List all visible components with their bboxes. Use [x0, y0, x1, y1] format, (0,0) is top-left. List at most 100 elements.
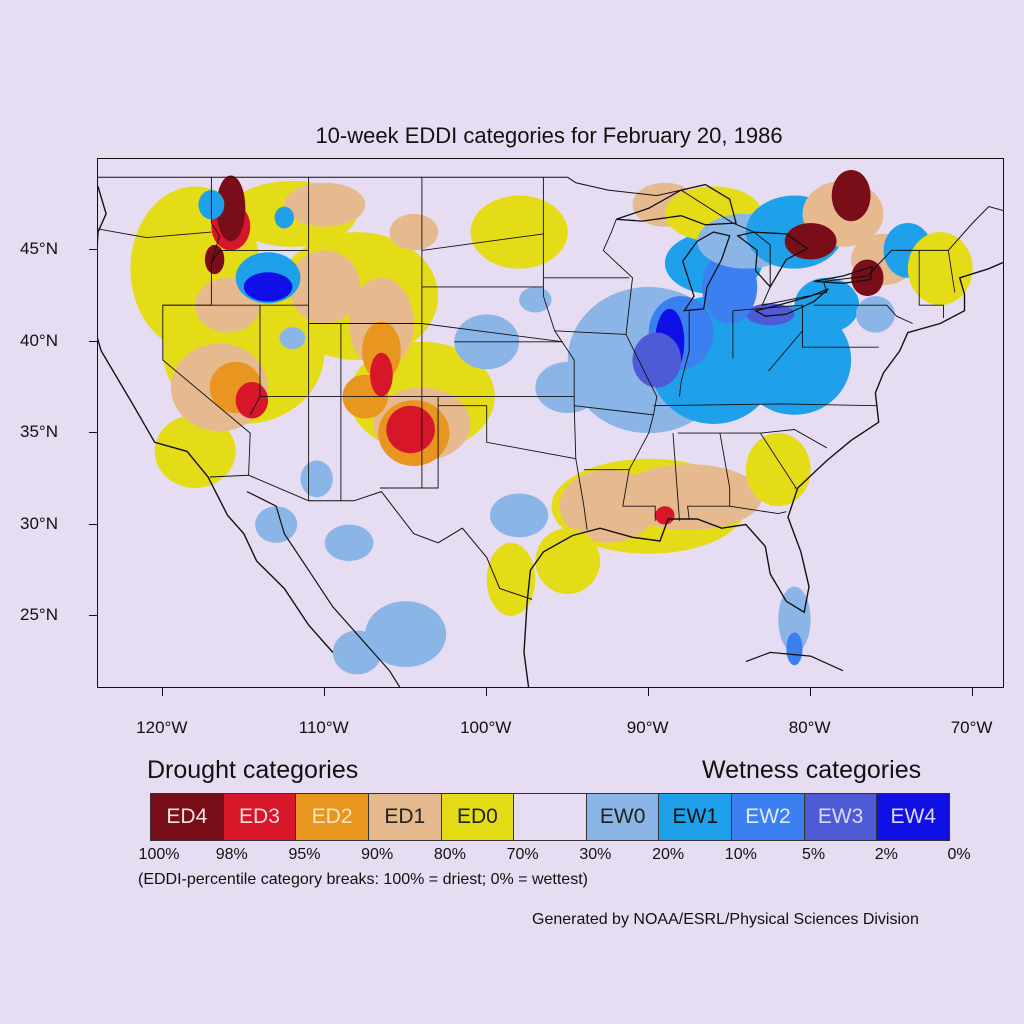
percentile-label: 100% — [138, 846, 180, 863]
legend-swatch-ed0: ED0 — [441, 794, 515, 840]
patch-ed1 — [289, 250, 361, 324]
x-tick-label: 70°W — [950, 718, 993, 737]
patch-ed0 — [745, 433, 811, 507]
state-border — [308, 323, 563, 343]
percentile-label: 0% — [947, 846, 971, 863]
lake-huron — [736, 231, 809, 288]
state-border — [760, 432, 797, 489]
patch-ew0 — [855, 296, 895, 333]
percentile-label: 10% — [724, 846, 757, 863]
drought-categories-heading: Drought categories — [147, 756, 359, 784]
patch-ew0 — [778, 586, 811, 653]
east-gulf-coastline — [523, 261, 1003, 687]
y-tick — [89, 249, 97, 251]
patch-ed0 — [535, 528, 601, 594]
patch-ed1 — [559, 469, 657, 543]
patch-ew1 — [274, 206, 294, 229]
patch-ed3 — [386, 405, 435, 454]
x-tick-label: 90°W — [626, 718, 669, 737]
state-border — [947, 250, 956, 293]
state-border — [421, 233, 544, 251]
state-border — [802, 305, 879, 348]
state-border — [211, 249, 309, 264]
gulf-of-california-coast — [246, 491, 401, 687]
credit-line: Generated by NOAA/ESRL/Physical Sciences… — [532, 911, 919, 928]
legend-swatch-ew4: EW4 — [877, 794, 950, 840]
wetness-categories-heading: Wetness categories — [702, 756, 922, 784]
x-tick — [161, 688, 163, 696]
state-border — [672, 433, 680, 521]
lake-ontario — [813, 265, 873, 284]
state-border — [677, 429, 828, 449]
map-plot-area — [97, 158, 1004, 688]
patch-ed0 — [154, 414, 236, 488]
lake-michigan — [681, 231, 731, 312]
y-tick-label: 25°N — [20, 604, 58, 624]
percentile-label: 20% — [652, 846, 685, 863]
patch-ew2 — [786, 632, 803, 666]
state-border — [574, 405, 654, 416]
category-legend-bar: ED4 ED3 ED2 ED1 ED0 EW0 EW1 EW2 EW3 EW4 — [150, 793, 950, 841]
lake-erie — [753, 288, 829, 317]
patch-ed4 — [784, 222, 837, 260]
percentile-label: 80% — [433, 846, 466, 863]
patch-ed1 — [389, 213, 439, 251]
percentile-label: 5% — [801, 846, 826, 863]
y-tick — [89, 340, 97, 342]
patch-ew0 — [255, 506, 298, 543]
percentile-label: 98% — [215, 846, 248, 863]
y-tick — [89, 432, 97, 434]
patch-ed3 — [370, 352, 393, 397]
x-tick-label: 100°W — [460, 718, 512, 737]
x-tick — [971, 688, 973, 696]
legend-swatch-ed4: ED4 — [151, 794, 224, 840]
patch-ed0 — [470, 195, 568, 269]
legend-swatch-ed1: ED1 — [368, 794, 442, 840]
x-tick-label: 110°W — [298, 718, 349, 737]
patch-ed4 — [831, 169, 871, 222]
percentile-label: 90% — [361, 846, 394, 863]
patch-ed0 — [486, 542, 536, 616]
patch-ew3 — [632, 332, 682, 388]
y-tick-label: 35°N — [20, 422, 58, 442]
state-border — [379, 396, 439, 489]
state-border — [554, 330, 627, 335]
state-border — [438, 405, 576, 460]
patch-ew2 — [702, 250, 758, 324]
legend-swatch-ed2: ED2 — [296, 794, 369, 840]
y-tick — [89, 523, 97, 525]
legend-swatch-ew1: EW1 — [659, 794, 733, 840]
state-border — [918, 250, 944, 318]
y-tick-label: 45°N — [20, 239, 58, 259]
percentile-label: 30% — [579, 846, 612, 863]
legend-note: (EDDI-percentile category breaks: 100% =… — [138, 871, 588, 888]
patch-ed1 — [284, 182, 366, 227]
patch-ew0 — [300, 460, 333, 498]
legend-swatch-ed3: ED3 — [223, 794, 297, 840]
patch-ew0 — [332, 630, 382, 675]
map-title: 10-week EDDI categories for February 20,… — [315, 123, 783, 148]
x-tick — [485, 688, 487, 696]
state-border — [732, 304, 803, 312]
patch-ed0 — [907, 232, 973, 306]
y-tick — [89, 614, 97, 616]
patch-ew1 — [737, 305, 852, 415]
state-border — [813, 304, 913, 324]
legend-swatch-ew2: EW2 — [732, 794, 805, 840]
percentile-label: 70% — [506, 846, 539, 863]
canada-border — [98, 176, 1003, 306]
legend-swatch-ew3: EW3 — [804, 794, 878, 840]
mexico-border — [209, 474, 533, 600]
patch-ew0 — [489, 493, 549, 538]
patch-ed4 — [851, 259, 884, 297]
eddi-map — [98, 169, 1003, 687]
percentile-label: 95% — [288, 846, 321, 863]
patch-ed4 — [204, 244, 225, 275]
lake-superior — [616, 183, 737, 226]
x-tick-label: 80°W — [788, 718, 831, 737]
x-tick-label: 120°W — [136, 718, 188, 737]
x-tick — [809, 688, 811, 696]
patch-ed3 — [235, 381, 269, 419]
patch-ew0 — [519, 286, 552, 313]
percentile-label: 2% — [874, 846, 898, 863]
